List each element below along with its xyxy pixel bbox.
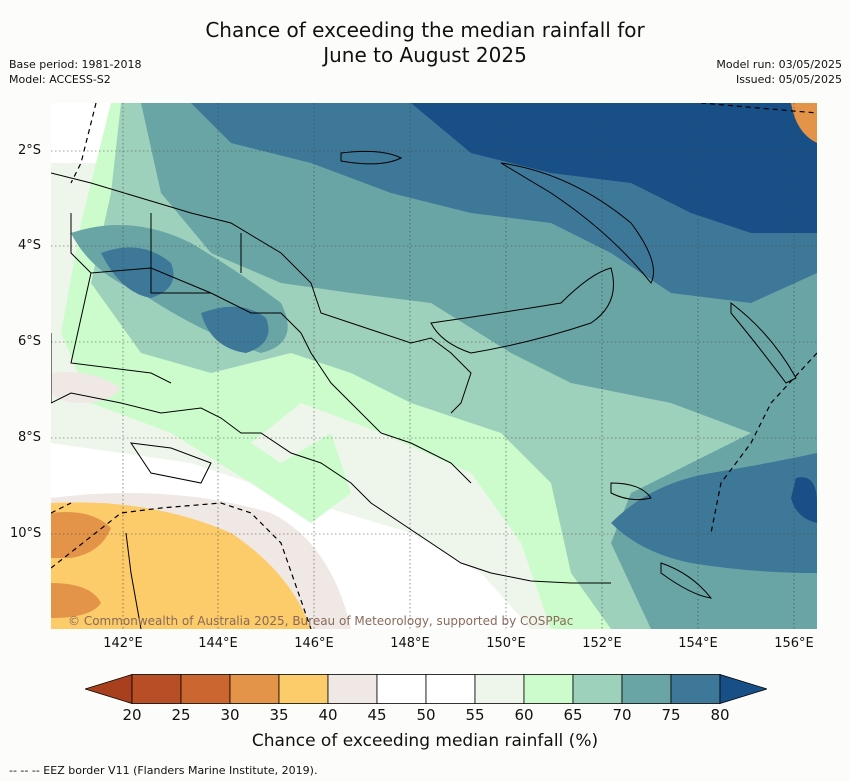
colorbar-min-arrow: [85, 674, 133, 704]
zone-30-35-b: [51, 583, 101, 618]
colorbar-bin: [278, 674, 329, 704]
colorbar-max-arrow: [719, 674, 767, 704]
lon-label-150e: 150°E: [486, 636, 526, 651]
colorbar-bin: [376, 674, 427, 704]
zone-75-80-center: [201, 306, 269, 353]
colorbar-tick-label: 35: [269, 706, 289, 724]
colorbar-tick-label: 20: [122, 706, 142, 724]
lat-label-10s: 10°S: [10, 526, 42, 541]
d-entrecasteaux: [610, 482, 652, 501]
zone-above-80-se: [791, 477, 817, 523]
title-line-2: June to August 2025: [323, 43, 527, 67]
manus: [340, 150, 403, 165]
meta-left: Base period: 1981-2018 Model: ACCESS-S2: [9, 57, 141, 87]
lon-label-156e: 156°E: [774, 636, 814, 651]
title-line-1: Chance of exceeding the median rainfall …: [205, 18, 645, 42]
meta-right: Model run: 03/05/2025 Issued: 05/05/2025: [716, 57, 842, 87]
colorbar-bin: [131, 674, 182, 704]
model-name: Model: ACCESS-S2: [9, 73, 111, 86]
new-britain: [430, 267, 614, 354]
lon-label-154e: 154°E: [678, 636, 718, 651]
lat-label-4s: 4°S: [18, 238, 42, 253]
lat-label-8s: 8°S: [18, 430, 42, 445]
new-guinea-south-coast: [51, 392, 611, 584]
map-panel: [51, 103, 817, 629]
colorbar-bin: [572, 674, 623, 704]
issued-date: Issued: 05/05/2025: [735, 73, 842, 86]
base-period: Base period: 1981-2018: [9, 58, 142, 71]
lon-label-148e: 148°E: [390, 636, 430, 651]
colorbar-tick-label: 40: [318, 706, 338, 724]
map-svg: [51, 103, 817, 629]
colorbar-tick-label: 60: [514, 706, 534, 724]
colorbar-tick-label: 25: [171, 706, 191, 724]
lon-label-146e: 146°E: [294, 636, 334, 651]
lat-label-2s: 2°S: [18, 143, 42, 158]
colorbar-tick-label: 45: [367, 706, 387, 724]
colorbar-tick-label: 55: [465, 706, 485, 724]
eez-legend-note: -- -- -- EEZ border V11 (Flanders Marine…: [9, 764, 318, 777]
colorbar-tick-label: 75: [661, 706, 681, 724]
colorbar-bin: [327, 674, 378, 704]
zone-75-80-west: [101, 247, 174, 298]
colorbar: [85, 674, 767, 704]
colorbar-bin: [474, 674, 525, 704]
torres-coast: [129, 442, 212, 484]
model-run: Model run: 03/05/2025: [716, 58, 842, 71]
new-guinea-north-coast: [51, 172, 472, 414]
chart-title: Chance of exceeding the median rainfall …: [0, 18, 850, 68]
colorbar-tick-label: 80: [710, 706, 730, 724]
eez-borders: [51, 103, 817, 629]
colorbar-bin: [670, 674, 721, 704]
cape-york: [125, 532, 142, 629]
lon-label-152e: 152°E: [582, 636, 622, 651]
colorbar-bin: [523, 674, 574, 704]
zone-75-80-se: [611, 453, 817, 573]
lat-label-6s: 6°S: [18, 334, 42, 349]
colorbar-tick-label: 50: [416, 706, 436, 724]
lon-label-144e: 144°E: [198, 636, 238, 651]
zone-above-80: [411, 103, 817, 233]
colorbar-bin: [425, 674, 476, 704]
zone-40-45: [51, 372, 121, 403]
colorbar-tick-label: 65: [563, 706, 583, 724]
copyright-text: © Commonwealth of Australia 2025, Bureau…: [68, 614, 574, 628]
lon-label-142e: 142°E: [103, 636, 143, 651]
colorbar-tick-label: 30: [220, 706, 240, 724]
colorbar-bin: [180, 674, 231, 704]
zone-30-35: [51, 512, 111, 558]
colorbar-label: Chance of exceeding median rainfall (%): [251, 731, 599, 751]
colorbar-tick-label: 70: [612, 706, 632, 724]
province-borders: [51, 213, 472, 484]
colorbar-bin: [621, 674, 672, 704]
louisiade: [660, 562, 713, 599]
colorbar-bin: [229, 674, 280, 704]
new-ireland: [500, 162, 654, 284]
